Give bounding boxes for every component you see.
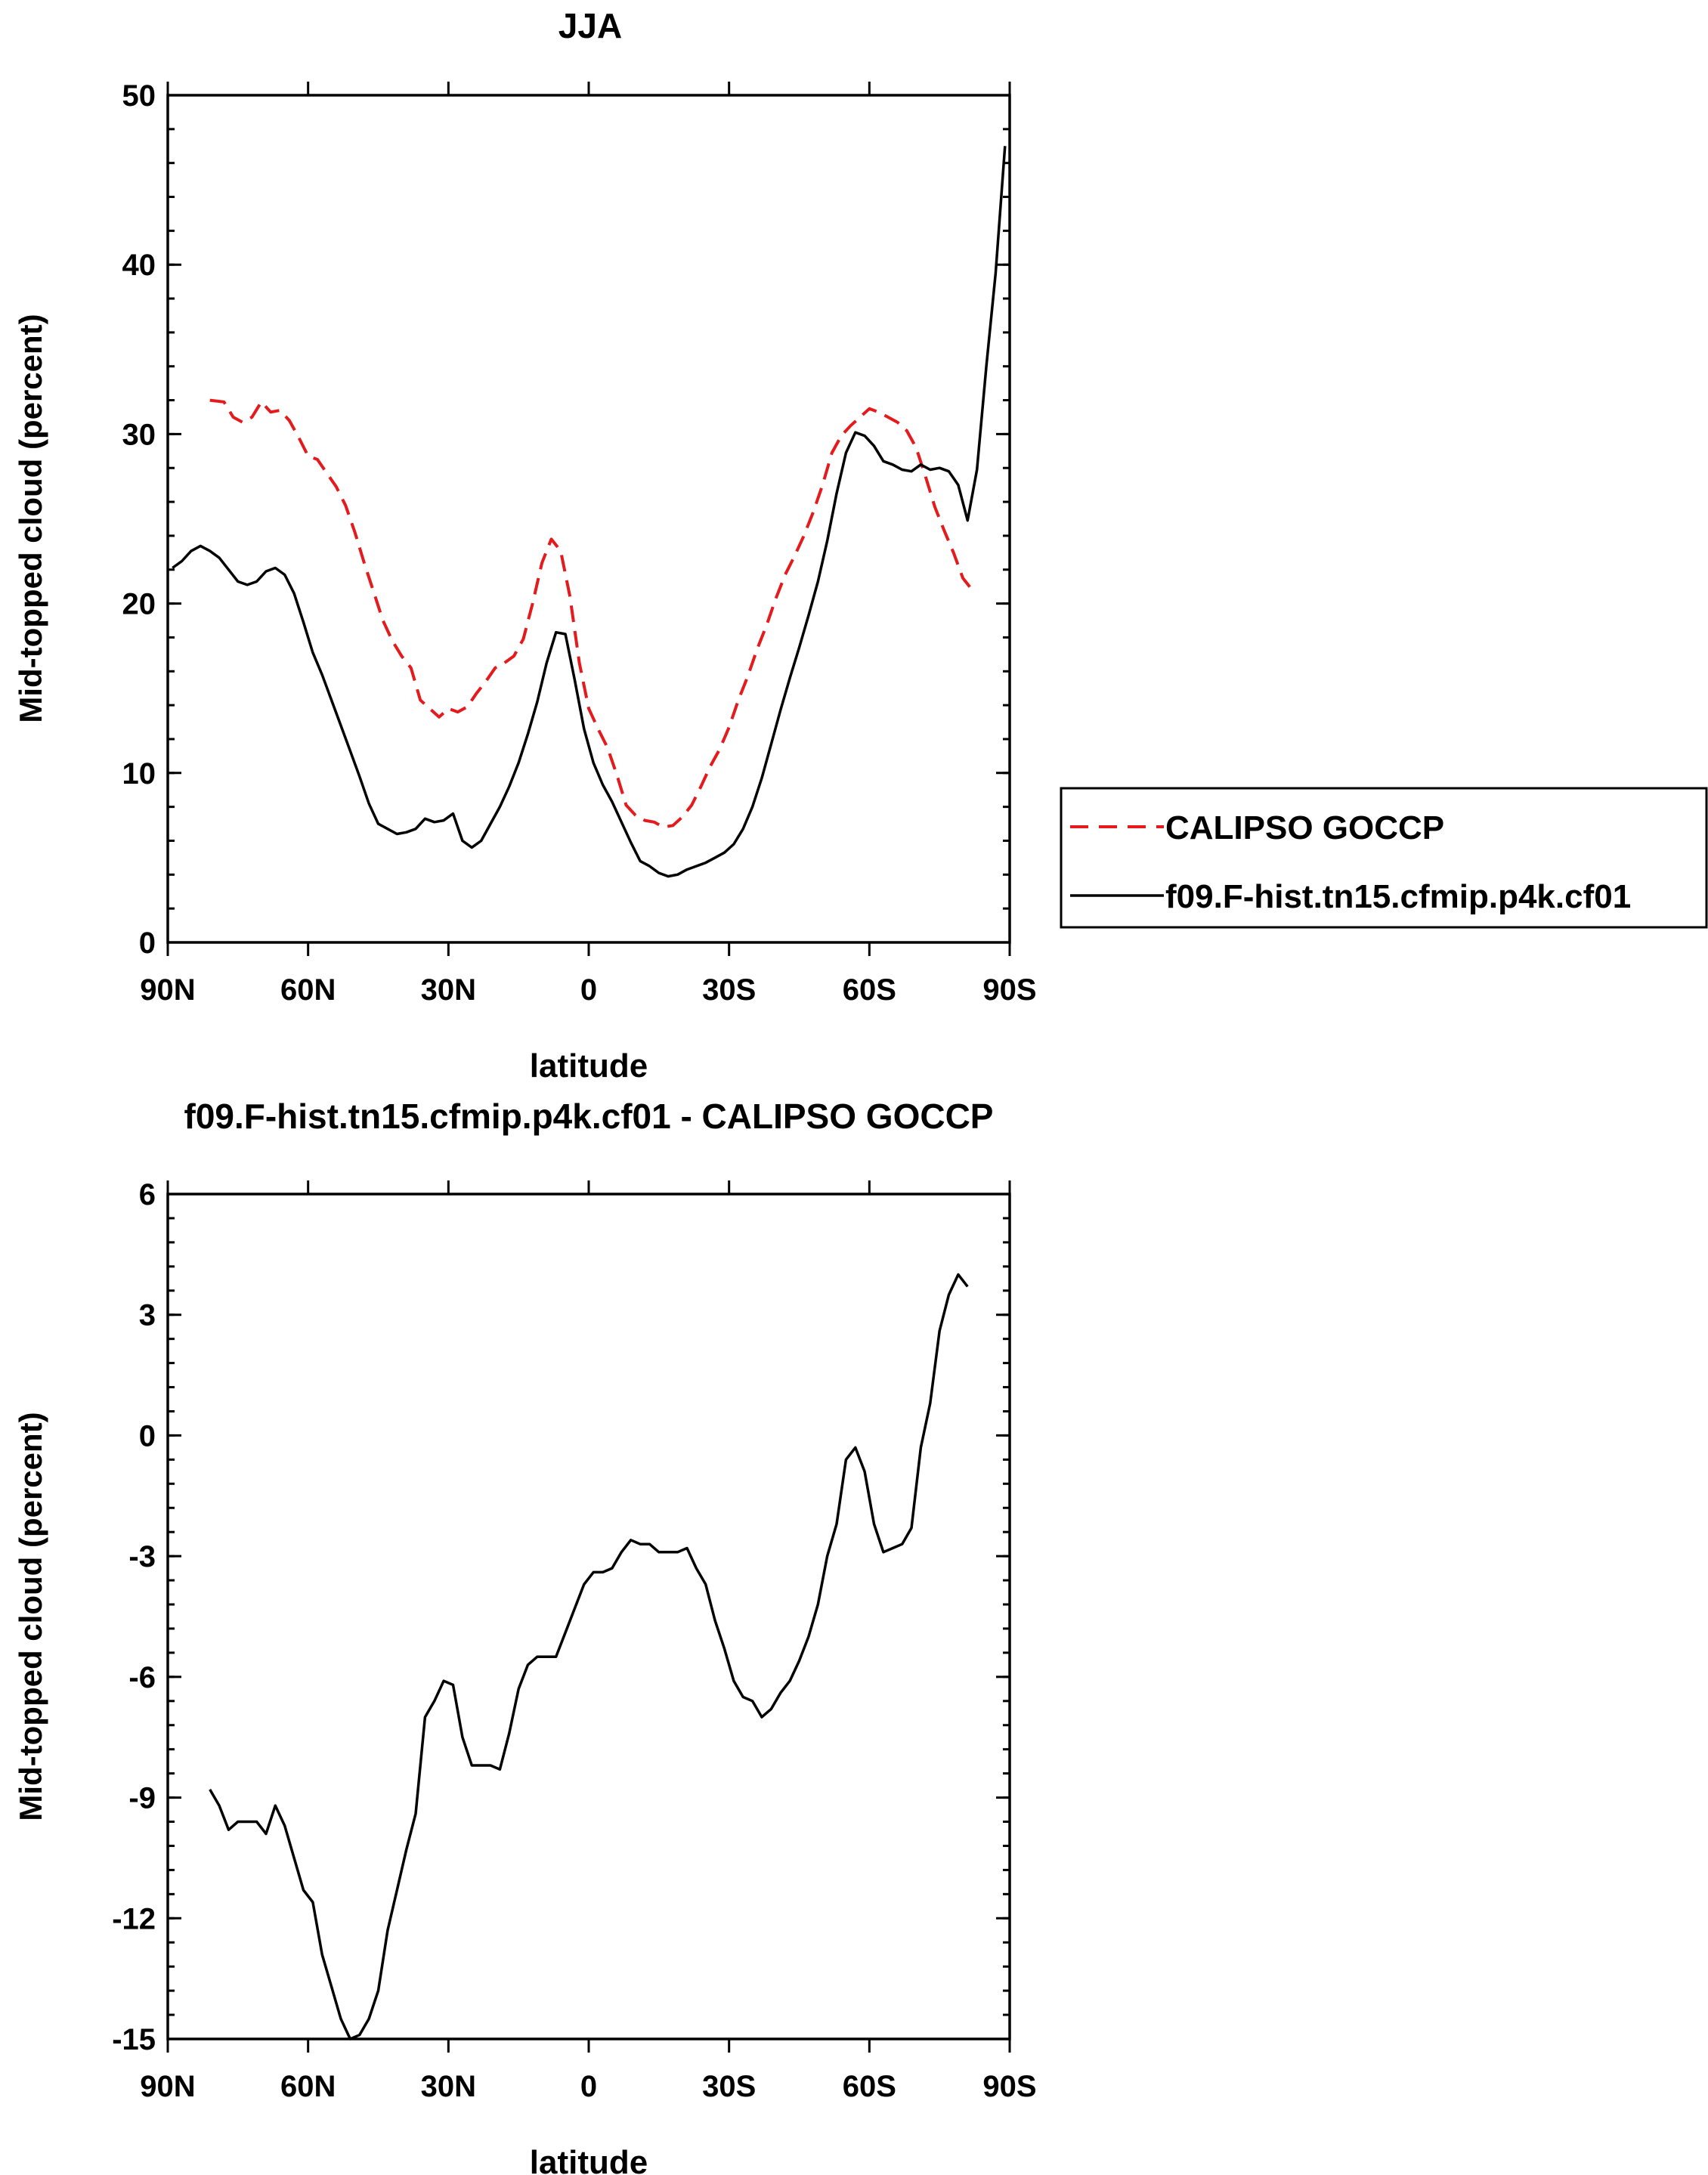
- top-chart-y-tick-label: 40: [122, 249, 156, 282]
- top-chart-y-tick-label: 50: [122, 79, 156, 113]
- bottom-chart-y-tick-label: 3: [139, 1299, 156, 1332]
- top-chart-frame: [166, 94, 1011, 944]
- bottom-chart-y-tick-label: 0: [139, 1419, 156, 1453]
- top-chart-x-tick-label: 90S: [982, 973, 1036, 1007]
- top-chart-title: JJA: [559, 6, 622, 45]
- bottom-chart: f09.F-hist.tn15.cfmip.p4k.cf01 - CALIPSO…: [13, 1097, 1037, 2175]
- top-chart-y-tick-label: 10: [122, 757, 156, 790]
- bottom-chart-y-tick-label: -6: [128, 1661, 156, 1694]
- legend: CALIPSO GOCCP f09.F-hist.tn15.cfmip.p4k.…: [1060, 787, 1708, 929]
- bottom-chart-x-tick-label: 30N: [421, 2070, 476, 2103]
- top-chart-y-tick-label: 30: [122, 418, 156, 451]
- bottom-chart-x-tick-label: 90S: [982, 2070, 1036, 2103]
- top-chart-x-tick-label: 30S: [702, 973, 756, 1007]
- bottom-chart-y-tick-label: -12: [112, 1902, 156, 1935]
- top-chart-series-line-2: [172, 146, 1007, 878]
- top-chart-y-tick-label: 0: [139, 927, 156, 960]
- top-chart: JJA 0 10 20 30 40 50 90N 60N 30N 0 30S 60S 90S latit…: [13, 6, 1037, 1084]
- top-chart-y-tick-label: 20: [122, 588, 156, 621]
- bottom-chart-x-tick-label: 60N: [280, 2070, 336, 2103]
- top-chart-x-tick-label: 60N: [280, 973, 336, 1007]
- bottom-chart-x-tick-label: 90N: [140, 2070, 195, 2103]
- bottom-chart-y-tick-label: -3: [128, 1540, 156, 1573]
- bottom-chart-y-tick-label: 6: [139, 1178, 156, 1211]
- bottom-chart-x-tick-label: 60S: [843, 2070, 896, 2103]
- bottom-chart-title: f09.F-hist.tn15.cfmip.p4k.cf01 - CALIPSO…: [184, 1097, 994, 1136]
- bottom-chart-x-tick-label: 30S: [702, 2070, 756, 2103]
- bottom-chart-y-axis-label: Mid-topped cloud (percent): [13, 1412, 48, 1821]
- top-chart-x-tick-label: 0: [580, 973, 597, 1007]
- bottom-chart-x-axis-label: latitude: [530, 2144, 648, 2175]
- top-chart-x-axis-label: latitude: [530, 1047, 648, 1084]
- legend-label-model: f09.F-hist.tn15.cfmip.p4k.cf01: [1165, 878, 1631, 915]
- legend-box: [1060, 787, 1708, 929]
- bottom-chart-frame: [166, 1193, 1011, 2040]
- bottom-chart-series-line-1: [209, 1273, 969, 2040]
- bottom-chart-x-tick-label: 0: [580, 2070, 597, 2103]
- top-chart-x-tick-label: 60S: [843, 973, 896, 1007]
- top-chart-x-tick-label: 30N: [421, 973, 476, 1007]
- top-chart-x-tick-label: 90N: [140, 973, 195, 1007]
- legend-label-calipso: CALIPSO GOCCP: [1165, 809, 1444, 846]
- top-chart-y-axis-label: Mid-topped cloud (percent): [13, 314, 48, 722]
- top-chart-series-line-1: [209, 398, 974, 829]
- bottom-chart-y-tick-label: -9: [128, 1782, 156, 1815]
- bottom-chart-y-tick-label: -15: [112, 2023, 156, 2056]
